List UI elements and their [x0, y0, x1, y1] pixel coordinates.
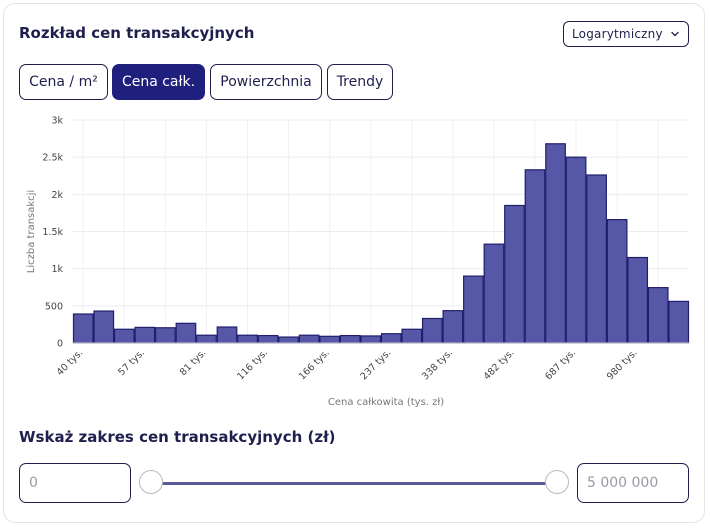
- min-price-slider-handle[interactable]: [139, 470, 163, 494]
- histogram-bar: [196, 334, 217, 344]
- min-price-input[interactable]: [19, 463, 131, 503]
- x-axis-title: Cena całkowita (tys. zł): [328, 397, 444, 408]
- histogram-bar: [483, 243, 505, 344]
- histogram-bar: [339, 334, 361, 344]
- histogram-bar: [627, 256, 649, 344]
- histogram-bar: [586, 174, 607, 344]
- x-tick-label: 482 tys.: [482, 347, 517, 382]
- max-price-slider-handle[interactable]: [545, 470, 569, 494]
- histogram-bar: [278, 336, 299, 344]
- x-tick-label: 57 tys.: [116, 347, 147, 378]
- histogram-bar: [134, 326, 156, 344]
- histogram-bar: [647, 287, 669, 344]
- histogram-bar: [319, 335, 341, 344]
- scale-select-value: Logarytmiczny: [572, 27, 663, 41]
- histogram-bar: [360, 335, 382, 344]
- x-tick-label: 116 tys.: [235, 347, 270, 382]
- histogram-bar: [216, 326, 238, 344]
- chevron-down-icon: [671, 31, 679, 37]
- histogram-bar: [524, 169, 546, 344]
- x-tick-label: 40 tys.: [55, 347, 86, 378]
- y-tick-label: 1.5k: [42, 227, 63, 238]
- histogram-bar: [72, 313, 94, 344]
- price-range-slider-track[interactable]: [151, 482, 557, 485]
- x-tick-label: 980 tys.: [605, 347, 640, 382]
- tab-area[interactable]: Powierzchnia: [210, 64, 322, 100]
- histogram-bar: [421, 317, 443, 344]
- y-tick-label: 2k: [51, 190, 63, 201]
- x-tick-label: 166 tys.: [297, 347, 332, 382]
- max-price-input[interactable]: [577, 463, 689, 503]
- scale-select[interactable]: Logarytmiczny: [563, 21, 689, 47]
- histogram-bar: [237, 334, 258, 344]
- tab-trends[interactable]: Trendy: [327, 64, 393, 100]
- histogram-bar: [504, 204, 525, 344]
- histogram-bar: [298, 334, 320, 344]
- y-tick-label: 500: [45, 301, 63, 312]
- histogram-bar: [545, 143, 566, 344]
- y-tick-label: 2.5k: [42, 153, 63, 164]
- y-tick-label: 3k: [51, 116, 63, 127]
- histogram-bar: [113, 328, 135, 344]
- x-tick-label: 338 tys.: [420, 347, 455, 382]
- y-tick-label: 1k: [51, 264, 63, 275]
- histogram-bar: [442, 310, 464, 344]
- y-axis-title: Liczba transakcji: [26, 190, 37, 273]
- y-tick-label: 0: [57, 339, 63, 350]
- tab-price-per-sqm[interactable]: Cena / m²: [19, 64, 108, 100]
- histogram-bar: [668, 300, 690, 344]
- histogram-bar: [257, 334, 279, 344]
- x-tick-label: 237 tys.: [358, 347, 393, 382]
- histogram-chart: 0 500 1k 1.5k 2k 2.5k 3k 40 tys. 57 tys. 81 tys. 1…: [26, 116, 690, 408]
- histogram-bar: [606, 219, 628, 344]
- x-tick-label: 81 tys.: [178, 347, 209, 378]
- x-tick-label: 687 tys.: [543, 347, 578, 382]
- chart-title: Rozkład cen transakcyjnych: [19, 24, 255, 42]
- histogram-bar: [401, 328, 423, 344]
- histogram-bar: [463, 275, 484, 344]
- histogram-bar: [155, 327, 176, 344]
- histogram-bar: [380, 333, 402, 344]
- histogram-bar: [93, 310, 115, 344]
- range-title: Wskaż zakres cen transakcyjnych (zł): [19, 428, 336, 446]
- histogram-bar: [175, 322, 197, 344]
- histogram-bar: [565, 156, 587, 344]
- tab-total-price[interactable]: Cena całk.: [112, 64, 205, 100]
